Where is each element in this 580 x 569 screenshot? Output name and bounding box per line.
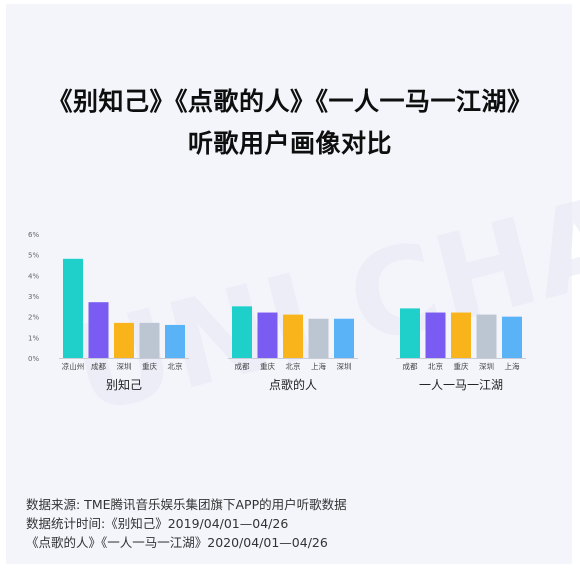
bar — [502, 316, 522, 358]
bar — [63, 258, 83, 358]
y-tick-label: 5% — [28, 252, 39, 260]
x-tick-label: 重庆 — [142, 361, 157, 371]
x-tick-label: 北京 — [168, 361, 183, 371]
y-tick-label: 3% — [28, 293, 39, 301]
y-tick-label: 1% — [28, 334, 39, 342]
y-tick-label: 0% — [28, 355, 39, 363]
bar — [139, 322, 160, 358]
group-label: 一人一马一江湖 — [419, 377, 503, 392]
bar — [283, 314, 303, 358]
x-tick-label: 深圳 — [479, 361, 494, 371]
chart-title-line1: 《别知己》《点歌的人》《一人一马一江湖》 — [47, 87, 533, 116]
x-tick-label: 凉山州 — [62, 361, 85, 371]
source-line-3: 《点歌的人》《一人一马一江湖》2020/04/01—04/26 — [26, 535, 328, 550]
chart-title-line2: 听歌用户画像对比 — [187, 129, 392, 158]
x-tick-label: 重庆 — [260, 361, 275, 371]
bar — [114, 322, 134, 358]
bar — [400, 308, 420, 358]
bar — [165, 324, 185, 358]
source-line-1: 数据来源: TME腾讯音乐娱乐集团旗下APP的用户听歌数据 — [26, 497, 347, 512]
x-tick-label: 重庆 — [454, 361, 469, 371]
y-tick-label: 6% — [28, 231, 39, 239]
bar — [425, 312, 446, 358]
bar — [476, 314, 497, 358]
x-tick-label: 成都 — [235, 361, 250, 371]
x-tick-label: 成都 — [403, 361, 418, 371]
x-tick-label: 北京 — [286, 361, 301, 371]
bar — [88, 302, 109, 358]
x-tick-label: 深圳 — [117, 361, 132, 371]
bar — [232, 306, 252, 358]
x-tick-label: 成都 — [91, 361, 106, 371]
card-background — [6, 4, 572, 564]
y-tick-label: 2% — [28, 314, 39, 322]
source-line-2: 数据统计时间:《别知己》2019/04/01—04/26 — [26, 516, 289, 531]
bar — [257, 312, 278, 358]
bar — [451, 312, 471, 358]
group-label: 点歌的人 — [269, 377, 317, 392]
bar — [308, 318, 329, 358]
x-tick-label: 上海 — [311, 361, 326, 371]
y-tick-label: 4% — [28, 272, 39, 280]
group-label: 别知己 — [106, 378, 142, 392]
x-tick-label: 北京 — [428, 361, 443, 371]
x-tick-label: 深圳 — [337, 361, 352, 371]
x-tick-label: 上海 — [505, 361, 520, 371]
bar — [334, 318, 354, 358]
